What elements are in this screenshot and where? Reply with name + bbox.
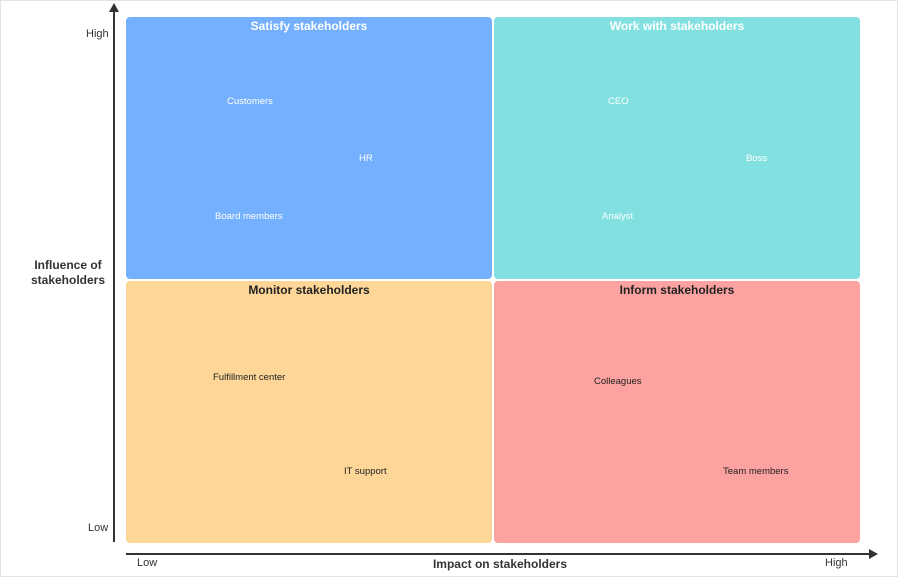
quadrant-inform-title: Inform stakeholders — [619, 283, 735, 297]
x-axis-title: Impact on stakeholders — [432, 557, 568, 571]
quadrant-inform: Inform stakeholders Colleagues Team memb… — [494, 281, 860, 543]
y-axis-low-label: Low — [88, 522, 109, 534]
quadrant-monitor: Monitor stakeholders Fulfillment center … — [126, 281, 492, 543]
quadrant-work-with: Work with stakeholders CEO Boss Analyst — [494, 17, 860, 279]
quadrant-work-with-title: Work with stakeholders — [609, 19, 745, 33]
quadrant-satisfy: Satisfy stakeholders Customers HR Board … — [126, 17, 492, 279]
stakeholder-colleagues: Colleagues — [594, 376, 642, 387]
y-axis-high-label: High — [86, 28, 109, 40]
x-axis-line — [126, 553, 872, 555]
stakeholder-fulfillment-center: Fulfillment center — [213, 372, 286, 383]
quadrant-satisfy-title: Satisfy stakeholders — [250, 19, 368, 33]
stakeholder-customers: Customers — [227, 96, 273, 107]
stakeholder-ceo: CEO — [608, 96, 629, 107]
x-axis-high-label: High — [825, 557, 848, 569]
x-axis-arrow-icon — [869, 549, 878, 559]
stakeholder-it-support: IT support — [344, 466, 387, 477]
stakeholder-hr: HR — [359, 153, 373, 164]
stakeholder-analyst: Analyst — [602, 211, 634, 222]
y-axis-arrow-icon — [109, 3, 119, 12]
y-axis-line — [113, 10, 115, 542]
x-axis-low-label: Low — [137, 557, 158, 569]
stakeholder-team-members: Team members — [723, 466, 789, 477]
y-axis-title: Influence of stakeholders — [30, 258, 106, 287]
stakeholder-boss: Boss — [746, 153, 768, 164]
stakeholder-board-members: Board members — [215, 211, 283, 222]
quadrant-monitor-title: Monitor stakeholders — [248, 283, 370, 297]
